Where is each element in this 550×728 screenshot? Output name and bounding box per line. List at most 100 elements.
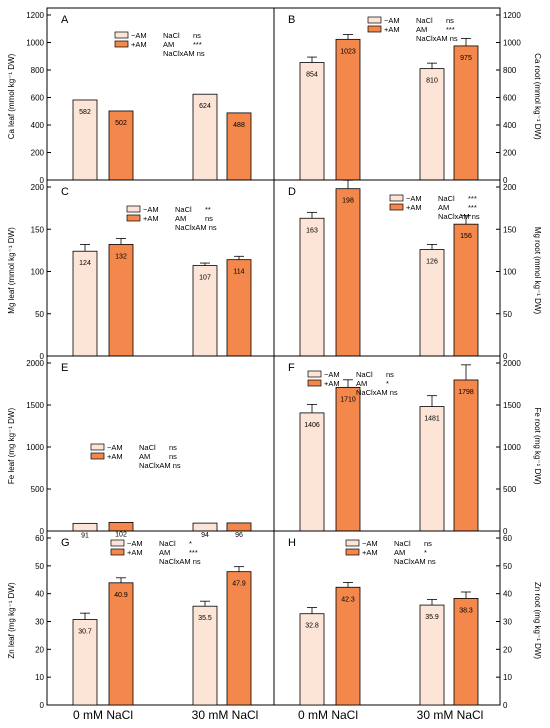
data-label: 38.3 (459, 607, 473, 614)
y-axis-label: Ca leaf (mmol kg⁻¹ DW) (7, 53, 16, 139)
stat-significance: ** (205, 205, 211, 214)
stat-significance: *** (468, 203, 477, 212)
y-tick-label: 0 (40, 527, 45, 536)
bar-plus-am (453, 597, 479, 706)
legend-label: +AM (127, 548, 143, 557)
y-axis-label: Fe leaf (mg kg⁻¹ DW) (7, 408, 16, 485)
y-tick-label: 200 (503, 149, 517, 158)
y-axis-label: Zn root (mg kg⁻¹ DW) (533, 582, 542, 659)
y-tick-label: 0 (40, 701, 45, 710)
stat-term: NaClxAM ns (416, 34, 458, 43)
stat-term: NaCl (394, 539, 411, 548)
panel-frame (273, 530, 501, 706)
panel-h: 0 10 20 30 40 50 60 Zn root (mg kg⁻¹ DW) H 32.8 42… (273, 530, 542, 710)
bar-minus-am (72, 250, 98, 357)
data-label: 42.3 (341, 596, 355, 603)
stat-term: NaClxAM ns (159, 557, 201, 566)
data-label: 30.7 (78, 629, 92, 636)
bar-plus-am (108, 244, 134, 357)
stat-term: NaCl (416, 16, 433, 25)
panel-letter: G (61, 537, 70, 549)
stat-significance: * (386, 379, 389, 388)
x-category-label: 0 mM NaCl (73, 708, 133, 722)
data-label: 624 (199, 103, 211, 110)
legend-label: +AM (384, 25, 400, 34)
y-tick-label: 1000 (26, 443, 44, 452)
stat-term: NaClxAM ns (356, 388, 398, 397)
panel-letter: C (61, 186, 69, 198)
data-label: 114 (233, 269, 244, 276)
y-tick-label: 40 (35, 590, 44, 599)
y-tick-label: 800 (503, 66, 517, 75)
y-tick-label: 40 (503, 590, 512, 599)
bar-plus-am (108, 582, 134, 706)
stat-significance: *** (193, 40, 202, 49)
legend-label: −AM (131, 31, 147, 40)
panel-b: 0 200 400 600 800 1000 1200 Ca root (mmol kg⁻¹ … (273, 7, 542, 185)
data-label: 975 (460, 55, 472, 62)
y-tick-label: 1000 (26, 39, 44, 48)
bar-plus-am (335, 586, 361, 706)
bar-plus-am (453, 223, 479, 357)
y-tick-label: 600 (31, 94, 45, 103)
data-label: 488 (233, 122, 245, 129)
legend-label: +AM (362, 548, 378, 557)
legend-swatch (367, 25, 382, 33)
x-category-label: 30 mM NaCl (417, 708, 484, 722)
stat-term: NaClxAM ns (175, 223, 217, 232)
y-tick-label: 100 (31, 268, 45, 277)
stat-significance: *** (468, 194, 477, 203)
data-label: 582 (79, 109, 91, 116)
y-tick-label: 20 (35, 645, 44, 654)
data-label: 107 (199, 275, 211, 282)
data-label: 96 (235, 532, 243, 539)
stat-term: AM (356, 379, 367, 388)
y-tick-label: 0 (40, 176, 45, 185)
data-label: 198 (342, 198, 354, 205)
legend-swatch (90, 443, 105, 451)
y-tick-label: 10 (503, 673, 512, 682)
legend-swatch (114, 40, 129, 48)
panel-a: 0 200 400 600 800 1000 1200 Ca leaf (mmol kg⁻¹ … (7, 7, 275, 185)
data-label: 854 (306, 72, 318, 79)
y-tick-label: 100 (503, 268, 517, 277)
stat-term: NaCl (163, 31, 180, 40)
data-label: 156 (460, 233, 472, 240)
y-tick-label: 50 (503, 310, 512, 319)
y-tick-label: 1500 (503, 401, 521, 410)
bar-plus-am (108, 522, 134, 532)
data-label: 35.9 (425, 614, 439, 621)
stat-significance: ns (386, 370, 394, 379)
data-label: 1710 (340, 396, 356, 403)
legend-swatch (367, 16, 382, 24)
y-axis-label: Ca root (mmol kg⁻¹ DW) (533, 53, 542, 140)
panel-e: 0 500 1000 1500 2000 Fe leaf (mg kg⁻¹ DW) E 91 1… (7, 355, 275, 539)
stat-term: AM (175, 214, 186, 223)
stat-significance: ns (205, 214, 213, 223)
y-axis-label: Fe root (mg kg⁻¹ DW) (533, 407, 542, 484)
data-label: 502 (115, 120, 127, 127)
legend-label: −AM (107, 443, 123, 452)
stat-term: NaClxAM ns (394, 557, 436, 566)
data-label: 1406 (304, 422, 320, 429)
x-category-label: 0 mM NaCl (298, 708, 358, 722)
y-tick-label: 0 (503, 176, 508, 185)
legend-swatch (126, 205, 141, 213)
y-tick-label: 500 (503, 485, 517, 494)
y-axis-label: Mg leaf (mmol kg⁻¹ DW) (7, 227, 16, 314)
legend-swatch (345, 539, 360, 547)
legend-label: +AM (143, 214, 159, 223)
y-axis-label: Mg root (mmol kg⁻¹ DW) (533, 227, 542, 315)
bar-minus-am (299, 217, 325, 357)
y-tick-label: 50 (35, 310, 44, 319)
panel-letter: A (61, 14, 69, 26)
stat-significance: ns (169, 452, 177, 461)
legend-swatch (90, 452, 105, 460)
bar-minus-am (299, 613, 325, 706)
y-tick-label: 2000 (26, 359, 44, 368)
stat-term: NaCl (139, 443, 156, 452)
y-tick-label: 150 (31, 225, 45, 234)
stat-term: AM (159, 548, 170, 557)
